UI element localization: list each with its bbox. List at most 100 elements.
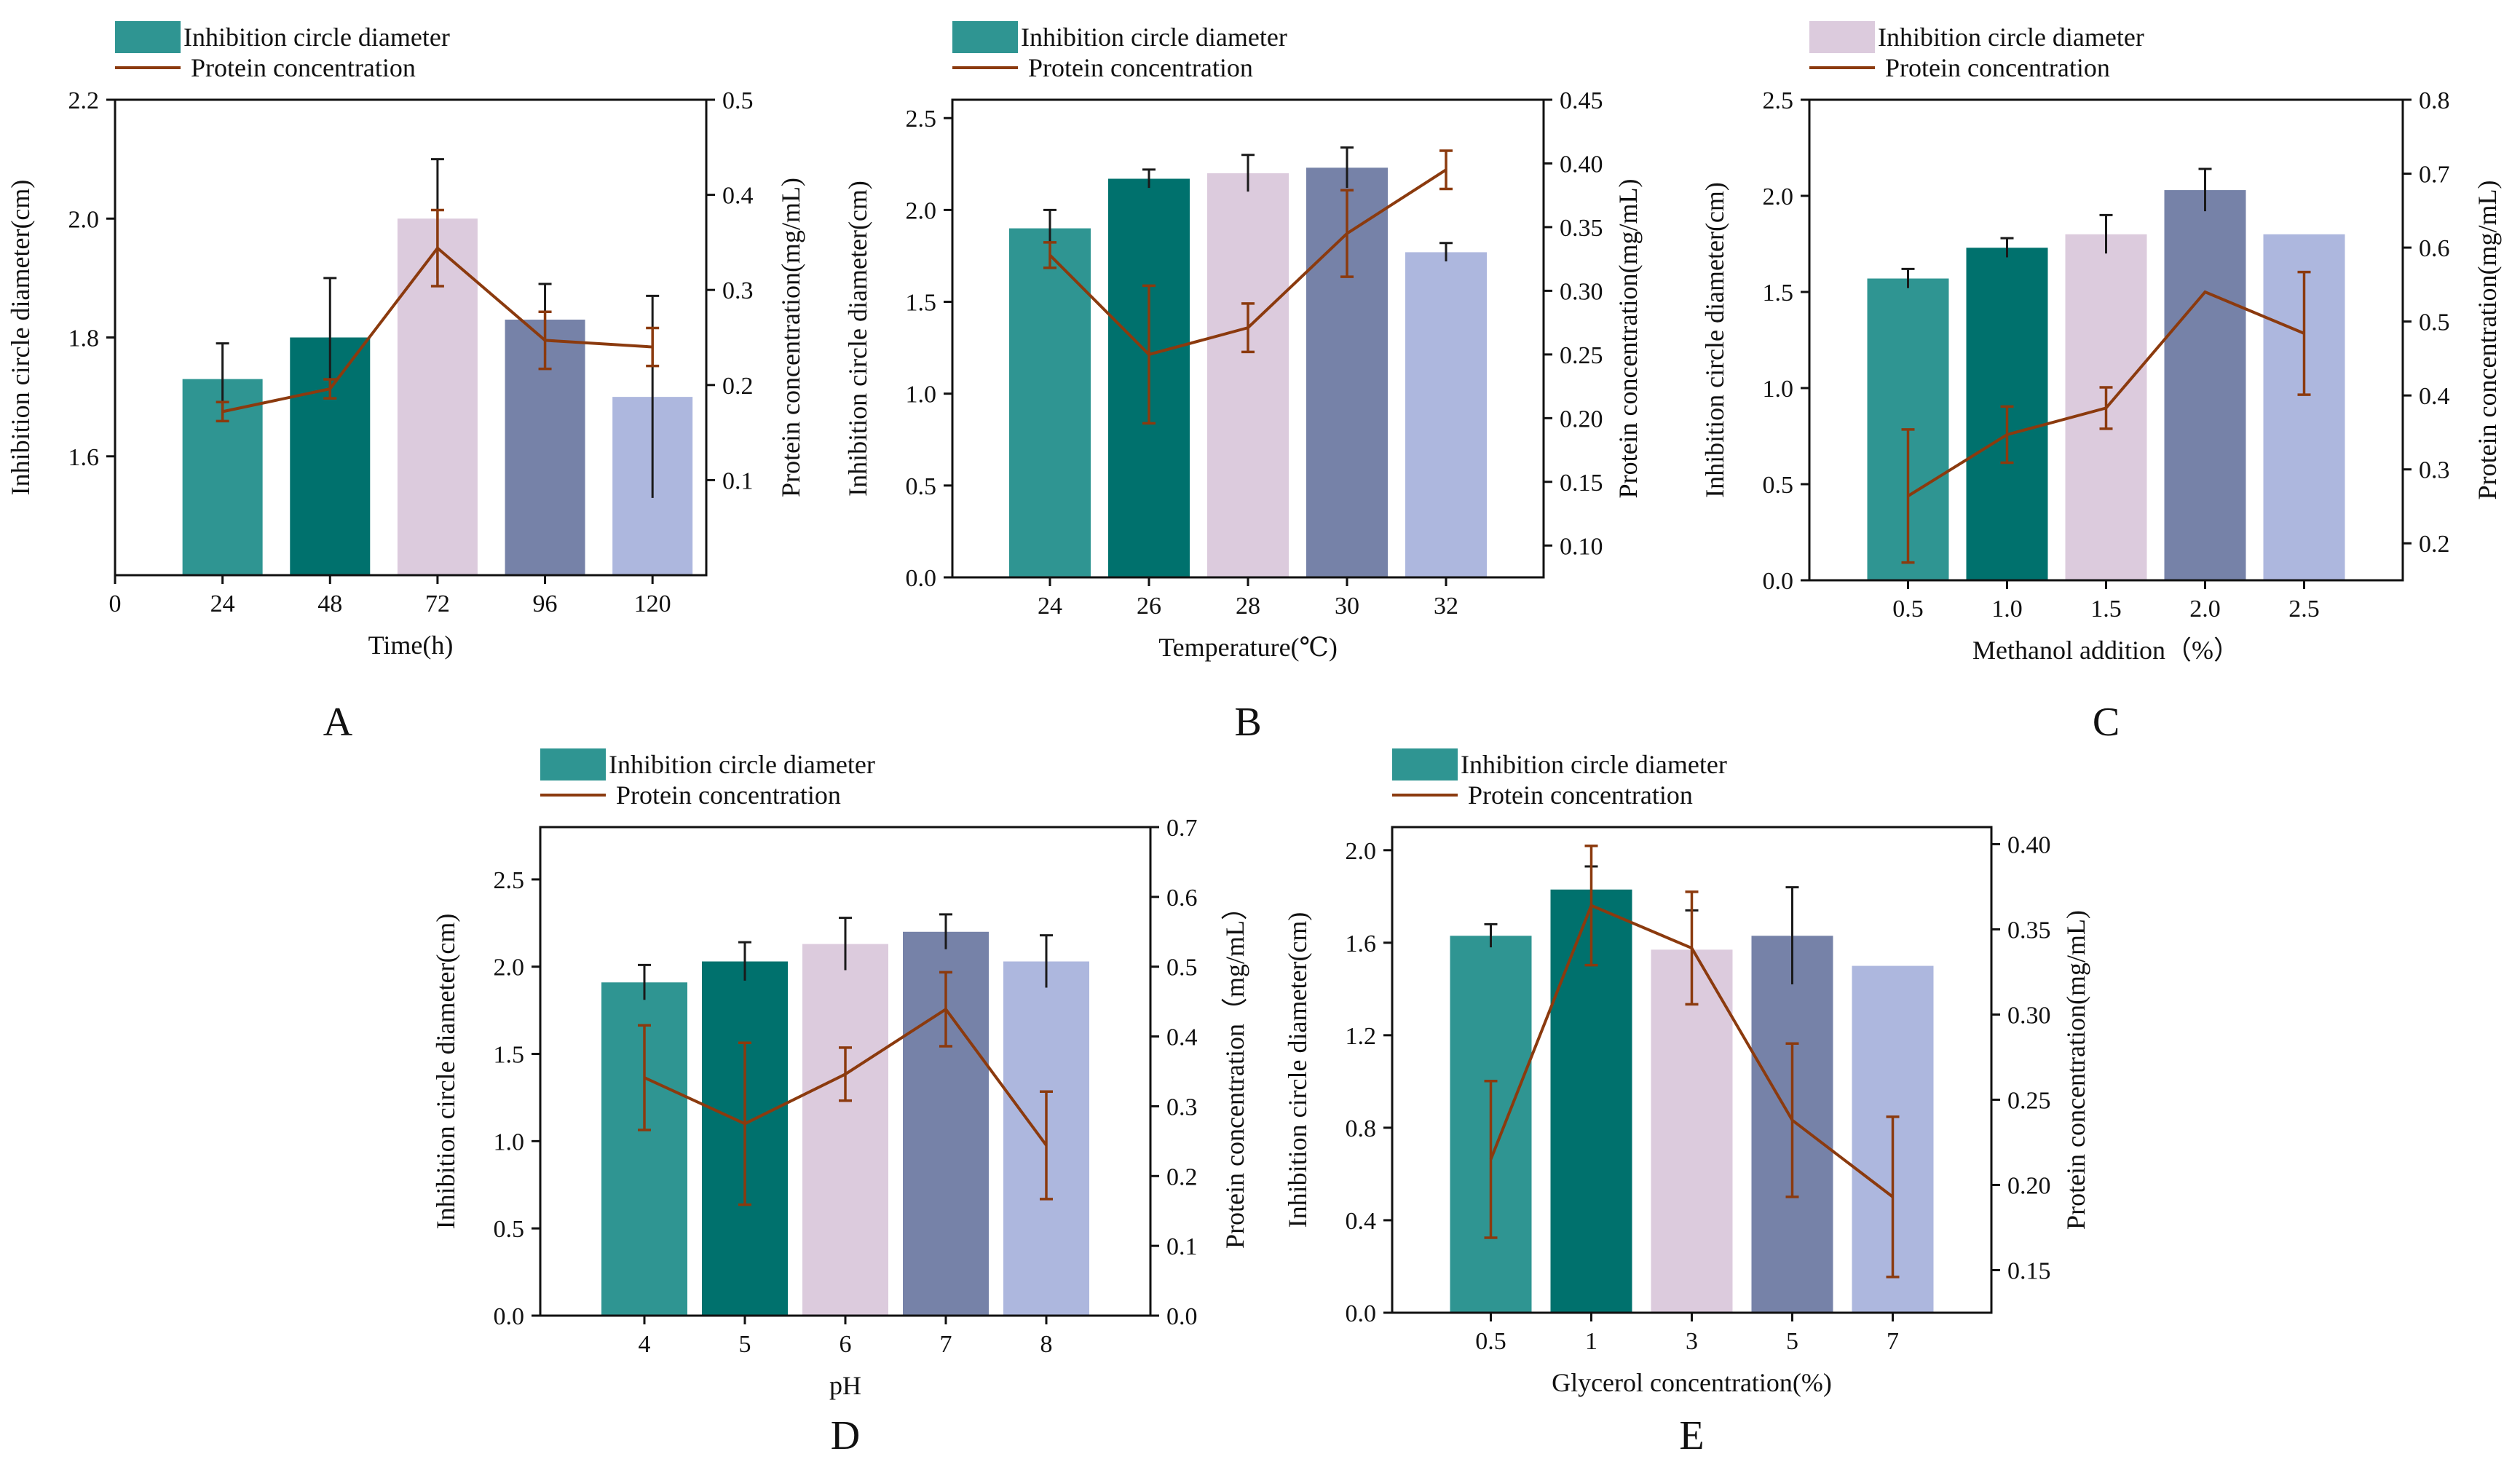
x-tick-label: 8 (1040, 1331, 1053, 1358)
x-tick-label: 2.5 (2288, 596, 2320, 623)
y-tick-label: 0.5 (494, 1216, 525, 1243)
bar (2164, 190, 2246, 581)
y-tick-label: 0.8 (1346, 1115, 1377, 1142)
bar (1009, 228, 1091, 577)
y2-tick-label: 0.3 (722, 277, 754, 304)
y2-tick-label: 0.0 (1166, 1303, 1198, 1330)
y2-tick-label: 0.35 (1560, 215, 1603, 242)
y-tick-label: 0.5 (906, 473, 937, 500)
legend-line-label: Protein concentration (616, 781, 841, 810)
y2-tick-label: 0.30 (2007, 1002, 2051, 1029)
x-tick-label: 24 (210, 590, 235, 617)
y-tick-label: 2.0 (494, 955, 525, 981)
y-tick-label: 2.0 (68, 206, 100, 233)
y-tick-label: 2.5 (906, 106, 937, 133)
x-tick-label: 72 (425, 590, 450, 617)
legend-line-label: Protein concentration (1468, 781, 1693, 810)
x-tick-label: 30 (1335, 593, 1359, 620)
y-tick-label: 1.0 (906, 382, 937, 408)
y2-tick-label: 0.3 (1166, 1094, 1198, 1121)
x-axis-title: Time(h) (368, 631, 454, 660)
y-tick-label: 0.0 (1763, 568, 1794, 595)
panel-label: E (1679, 1413, 1704, 1458)
y-tick-label: 2.2 (68, 87, 100, 114)
y2-tick-label: 0.30 (1560, 278, 1603, 305)
y-axis-title: Inhibition circle diameter(cm) (431, 914, 460, 1230)
legend-bar-swatch (1809, 21, 1875, 53)
y2-tick-label: 0.2 (722, 373, 754, 400)
x-tick-label: 0 (109, 590, 122, 617)
x-tick-label: 0.5 (1892, 596, 1924, 623)
y2-tick-label: 0.1 (722, 467, 754, 494)
y-tick-label: 2.0 (906, 197, 937, 224)
legend-line-label: Protein concentration (191, 53, 416, 82)
panel-e: 0.0 0.4 0.8 1.2 1.6 2.0 0.15 0.20 0.25 0.30 0.35 0.… (1283, 748, 2090, 1458)
y2-tick-label: 0.6 (1166, 885, 1198, 912)
y-tick-label: 1.5 (906, 290, 937, 317)
legend-bar-swatch (115, 21, 181, 53)
y-tick-label: 1.0 (494, 1129, 525, 1155)
x-tick-label: 1.5 (2090, 596, 2122, 623)
bar (1405, 252, 1487, 577)
y2-tick-label: 0.10 (1560, 533, 1603, 560)
y2-tick-label: 0.2 (2419, 531, 2450, 558)
y2-tick-label: 0.6 (2419, 235, 2450, 262)
y2-tick-label: 0.40 (2007, 831, 2051, 858)
y2-tick-label: 0.3 (2419, 457, 2450, 484)
x-axis-title: Temperature(℃) (1158, 633, 1338, 662)
legend-bar-swatch (952, 21, 1018, 53)
legend-bar-swatch (540, 748, 606, 781)
x-tick-label: 96 (533, 590, 558, 617)
y-tick-label: 0.0 (494, 1303, 525, 1330)
x-tick-label: 1 (1585, 1328, 1597, 1355)
bar (1207, 173, 1289, 577)
x-tick-label: 26 (1137, 593, 1161, 620)
y2-tick-label: 0.8 (2419, 87, 2450, 114)
y-tick-label: 0.4 (1346, 1208, 1377, 1235)
panel-label: B (1234, 700, 1261, 745)
x-tick-label: 6 (840, 1331, 852, 1358)
y2-axis-title: Protein concentration(mg/mL) (1613, 179, 1643, 499)
x-tick-label: 32 (1434, 593, 1458, 620)
panel-a: 1.6 1.8 2.0 2.2 0.1 0.2 0.3 0.4 0.5 0 24 48 72 96 120 T… (6, 21, 805, 745)
y2-tick-label: 0.15 (1560, 470, 1603, 497)
y2-tick-label: 0.20 (2007, 1172, 2051, 1199)
y2-tick-label: 0.15 (2007, 1257, 2051, 1284)
legend-bar-label: Inhibition circle diameter (609, 750, 875, 779)
y-tick-label: 1.6 (68, 444, 100, 471)
y2-tick-label: 0.2 (1166, 1163, 1198, 1190)
y2-axis-title: Protein concentration(mg/mL) (2061, 910, 2090, 1230)
x-axis-title: Glycerol concentration(%) (1552, 1368, 1832, 1397)
panel-b: 0.0 0.5 1.0 1.5 2.0 2.5 0.10 0.15 0.20 0.25 0.30 0.… (843, 21, 1643, 745)
y2-tick-label: 0.5 (1166, 955, 1198, 981)
y2-axis-title: Protein concentration(mg/mL) (2473, 181, 2502, 500)
y2-tick-label: 0.5 (2419, 309, 2450, 336)
y-axis-title: Inhibition circle diameter(cm) (6, 180, 35, 496)
y-tick-label: 0.0 (1346, 1300, 1377, 1327)
y2-tick-label: 0.4 (2419, 383, 2450, 410)
x-axis-title: Methanol addition（%） (1972, 636, 2240, 665)
x-tick-label: 7 (1887, 1328, 1899, 1355)
legend-bar-label: Inhibition circle diameter (1461, 750, 1727, 779)
y2-tick-label: 0.4 (1166, 1024, 1198, 1051)
y-tick-label: 1.6 (1346, 930, 1377, 957)
panel-label: D (831, 1413, 860, 1458)
x-tick-label: 5 (739, 1331, 751, 1358)
y-tick-label: 2.5 (1763, 87, 1794, 114)
y2-tick-label: 0.40 (1560, 151, 1603, 178)
y2-tick-label: 0.25 (1560, 342, 1603, 369)
x-tick-label: 0.5 (1475, 1328, 1506, 1355)
y2-tick-label: 0.4 (722, 183, 754, 210)
y2-axis-title: Protein concentration（mg/mL） (1220, 894, 1249, 1249)
y-tick-label: 2.0 (1763, 183, 1794, 210)
x-tick-label: 1.0 (1991, 596, 2023, 623)
y-tick-label: 1.0 (1763, 376, 1794, 403)
x-tick-label: 4 (639, 1331, 651, 1358)
x-tick-label: 3 (1686, 1328, 1698, 1355)
y-tick-label: 1.2 (1346, 1023, 1377, 1050)
x-axis-title: pH (829, 1371, 861, 1400)
panel-c: 0.0 0.5 1.0 1.5 2.0 2.5 0.2 0.3 0.4 0.5 0.6 0.7 0.8 0… (1700, 21, 2502, 745)
y-tick-label: 0.0 (906, 565, 937, 592)
y2-tick-label: 0.7 (1166, 815, 1198, 842)
